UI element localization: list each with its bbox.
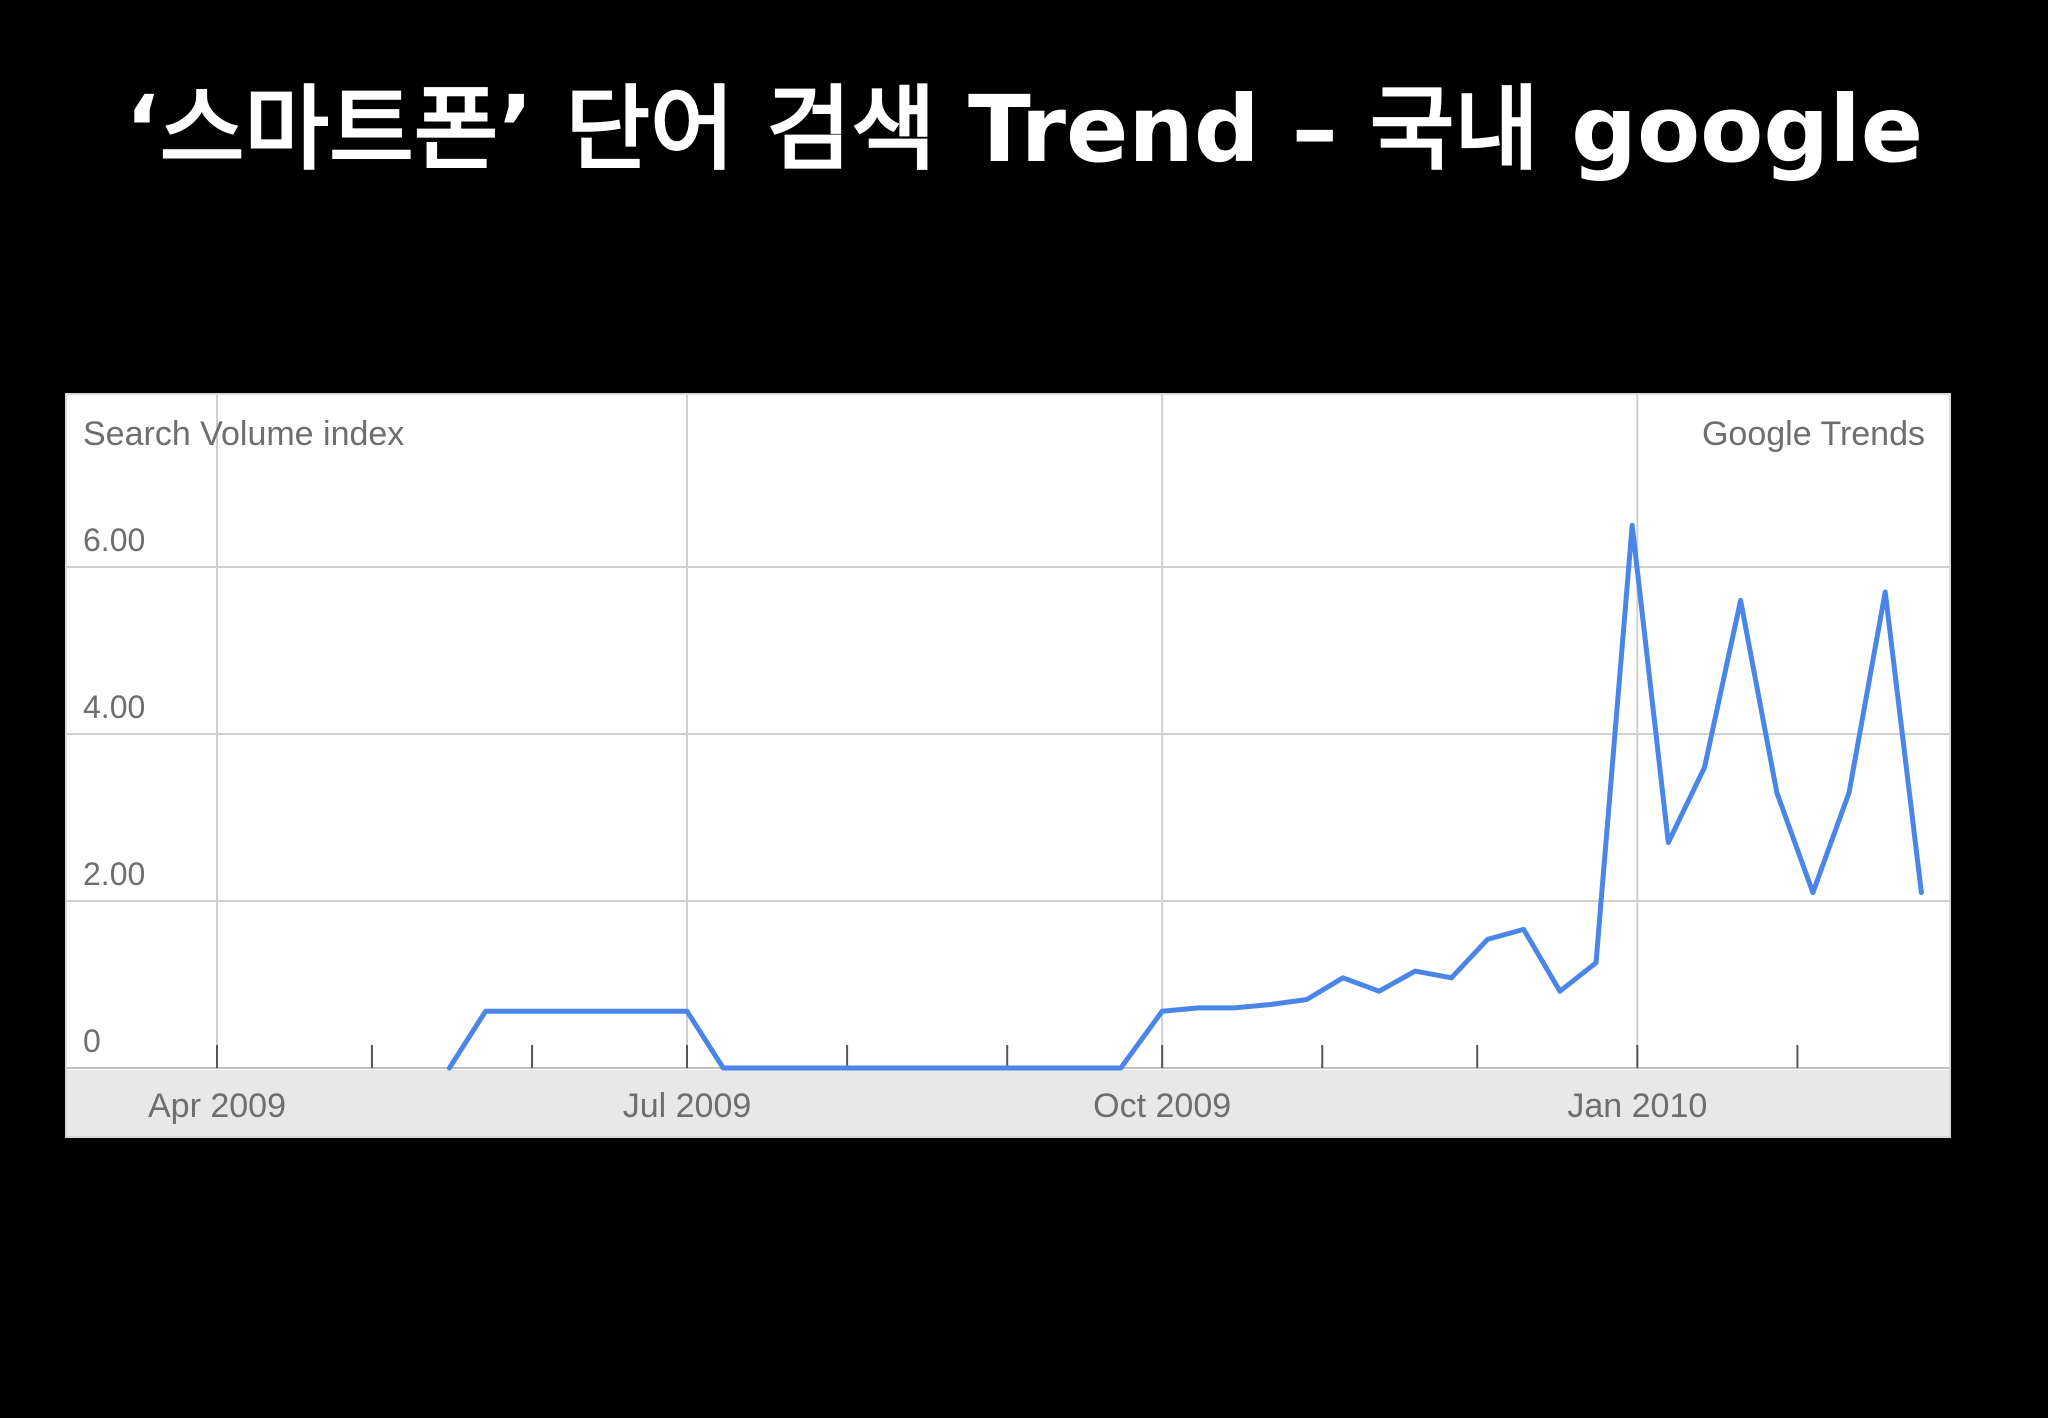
y-axis-label: Search Volume index [83, 415, 404, 453]
trend-chart: 0 2.00 4.00 6.00 Apr 2009 Jul 2009 Oct 2009 Jan… [67, 395, 1949, 1136]
x-tick-label: Jan 2010 [1567, 1087, 1707, 1125]
data-point [1120, 1067, 1122, 1069]
data-point [1414, 970, 1416, 972]
data-point [1667, 842, 1669, 844]
data-point [1378, 990, 1380, 992]
data-point [1559, 990, 1561, 992]
data-point [1523, 928, 1525, 930]
x-tick-label: Apr 2009 [148, 1087, 286, 1125]
data-point [1161, 1010, 1163, 1012]
y-tick-label: 2.00 [83, 856, 145, 892]
data-point [1487, 938, 1489, 940]
data-point [1342, 977, 1344, 979]
data-point [1812, 892, 1814, 894]
data-point [448, 1067, 450, 1069]
y-tick-label: 6.00 [83, 522, 145, 558]
data-point [1776, 791, 1778, 793]
data-point [722, 1067, 724, 1069]
data-point [1848, 791, 1850, 793]
grid-layer [67, 395, 1949, 1068]
trend-chart-panel: 0 2.00 4.00 6.00 Apr 2009 Jul 2009 Oct 2009 Jan… [65, 393, 1951, 1138]
data-point [1197, 1007, 1199, 1009]
x-tick-label: Jul 2009 [623, 1087, 752, 1125]
data-point [1920, 892, 1922, 894]
data-point [1270, 1004, 1272, 1006]
label-layer: 0 2.00 4.00 6.00 Apr 2009 Jul 2009 Oct 2009 Jan… [83, 522, 1707, 1125]
data-point [1884, 591, 1886, 593]
data-point [1595, 962, 1597, 964]
data-point [686, 1010, 688, 1012]
data-point [1703, 766, 1705, 768]
source-label: Google Trends [1702, 415, 1925, 453]
tick-layer [216, 1045, 1799, 1068]
y-tick-label: 4.00 [83, 689, 145, 725]
series-layer [446, 522, 1924, 1071]
data-point [1740, 599, 1742, 601]
x-axis-band [67, 1070, 1949, 1136]
slide-title: ‘스마트폰’ 단어 검색 Trend – 국내 google [124, 76, 1924, 183]
data-point [485, 1010, 487, 1012]
data-point [1631, 524, 1633, 526]
x-tick-label: Oct 2009 [1093, 1087, 1231, 1125]
data-point [1233, 1007, 1235, 1009]
data-point [1450, 977, 1452, 979]
y-tick-label: 0 [83, 1023, 101, 1059]
data-point [1306, 999, 1308, 1001]
series-line [446, 522, 1924, 1071]
